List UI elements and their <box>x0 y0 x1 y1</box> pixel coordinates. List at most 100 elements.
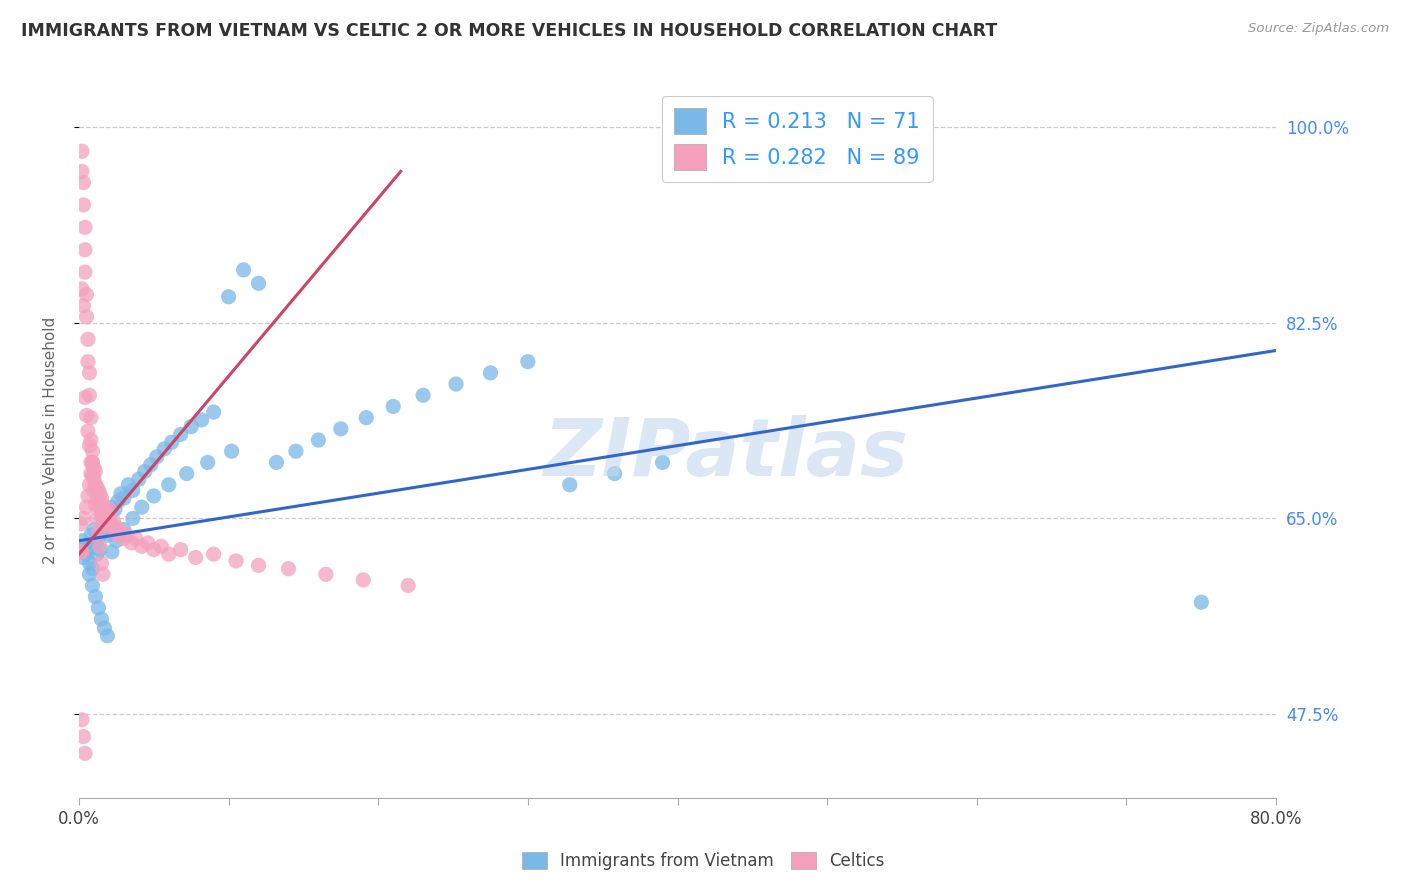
Legend: R = 0.213   N = 71, R = 0.282   N = 89: R = 0.213 N = 71, R = 0.282 N = 89 <box>662 96 932 182</box>
Legend: Immigrants from Vietnam, Celtics: Immigrants from Vietnam, Celtics <box>515 845 891 877</box>
Point <box>101 520 124 534</box>
Point <box>131 500 153 515</box>
Point <box>86 547 108 561</box>
Point <box>136 536 159 550</box>
Point <box>73 220 96 235</box>
Point <box>77 354 100 368</box>
Point <box>96 528 118 542</box>
Point <box>444 377 467 392</box>
Point <box>87 600 110 615</box>
Point <box>107 494 129 508</box>
Point <box>89 542 111 557</box>
Point <box>121 483 143 498</box>
Point <box>70 282 93 296</box>
Point <box>153 442 176 456</box>
Point <box>72 550 94 565</box>
Point <box>150 539 173 553</box>
Point <box>160 435 183 450</box>
Point <box>218 290 240 304</box>
Point <box>82 455 104 469</box>
Point <box>77 542 100 557</box>
Point <box>87 532 110 546</box>
Point <box>69 516 91 531</box>
Point <box>145 450 167 464</box>
Point <box>96 509 118 524</box>
Point <box>82 578 104 592</box>
Point <box>73 747 96 761</box>
Point <box>96 629 118 643</box>
Point <box>91 567 114 582</box>
Point <box>89 500 111 515</box>
Point <box>84 536 107 550</box>
Point <box>170 427 193 442</box>
Point <box>105 520 128 534</box>
Point <box>93 621 115 635</box>
Point <box>142 542 165 557</box>
Point <box>72 176 94 190</box>
Point <box>266 455 288 469</box>
Point <box>112 523 135 537</box>
Text: ZIPatlas: ZIPatlas <box>543 416 908 493</box>
Point <box>277 562 299 576</box>
Point <box>170 542 193 557</box>
Point <box>558 477 581 491</box>
Point <box>90 491 112 506</box>
Point <box>87 494 110 508</box>
Point <box>225 554 247 568</box>
Point <box>91 516 114 531</box>
Point <box>142 489 165 503</box>
Point <box>73 265 96 279</box>
Point <box>107 528 129 542</box>
Point <box>396 578 419 592</box>
Point <box>232 263 254 277</box>
Point <box>112 491 135 506</box>
Point <box>83 472 105 486</box>
Point <box>247 277 270 291</box>
Point <box>87 483 110 498</box>
Point <box>221 444 243 458</box>
Point <box>89 487 111 501</box>
Point <box>79 366 101 380</box>
Point <box>120 536 142 550</box>
Point <box>117 477 139 491</box>
Point <box>97 511 120 525</box>
Point <box>91 511 114 525</box>
Point <box>83 483 105 498</box>
Point <box>329 422 352 436</box>
Point <box>86 491 108 506</box>
Point <box>77 424 100 438</box>
Point <box>105 533 128 548</box>
Point <box>139 458 162 472</box>
Point <box>157 547 180 561</box>
Point <box>603 467 626 481</box>
Point <box>79 439 101 453</box>
Point <box>83 461 105 475</box>
Point <box>94 506 117 520</box>
Point <box>84 477 107 491</box>
Point <box>79 556 101 570</box>
Point <box>90 612 112 626</box>
Point <box>1189 595 1212 609</box>
Point <box>72 198 94 212</box>
Point <box>69 545 91 559</box>
Point <box>91 498 114 512</box>
Point <box>110 524 132 539</box>
Point <box>93 524 115 539</box>
Point <box>516 354 538 368</box>
Point <box>72 730 94 744</box>
Point <box>202 405 225 419</box>
Point <box>80 410 103 425</box>
Point <box>83 523 105 537</box>
Point <box>315 567 337 582</box>
Point <box>73 243 96 257</box>
Point <box>80 528 103 542</box>
Point <box>90 506 112 520</box>
Point <box>82 455 104 469</box>
Point <box>247 558 270 573</box>
Point <box>70 164 93 178</box>
Point <box>103 514 125 528</box>
Point <box>184 550 207 565</box>
Point <box>84 590 107 604</box>
Point <box>70 145 93 159</box>
Point <box>157 477 180 491</box>
